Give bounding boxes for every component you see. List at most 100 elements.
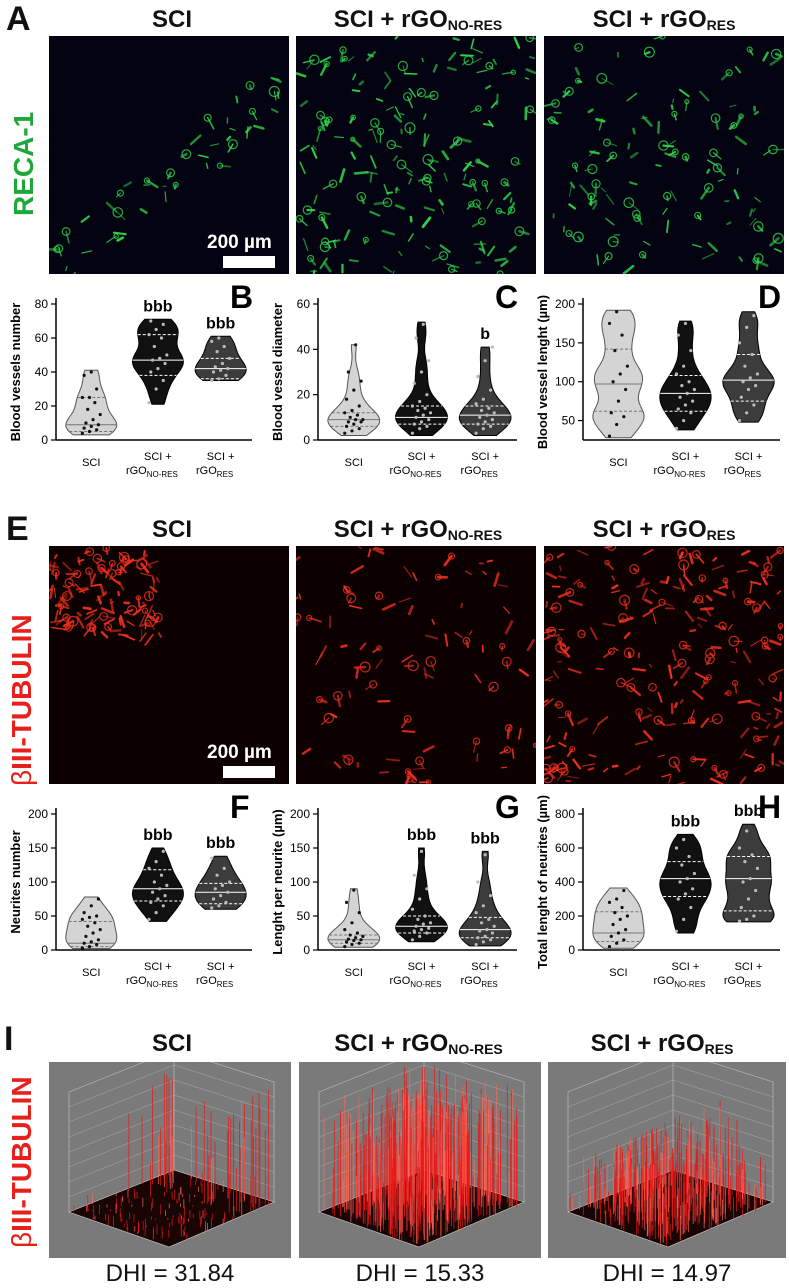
data-point xyxy=(422,923,425,926)
scale-bar xyxy=(223,256,275,268)
data-point xyxy=(147,333,150,336)
data-point xyxy=(689,411,692,414)
stain-feature xyxy=(775,249,781,252)
data-point xyxy=(620,906,623,909)
stain-feature xyxy=(613,766,617,767)
stain-feature xyxy=(649,664,651,667)
stain-feature xyxy=(408,173,412,176)
stain-feature xyxy=(422,58,423,61)
stain-feature xyxy=(469,631,472,635)
data-point xyxy=(95,914,98,917)
data-point xyxy=(162,904,165,907)
stain-feature xyxy=(403,731,414,732)
data-point xyxy=(215,874,218,877)
stain-feature xyxy=(357,668,358,677)
data-point xyxy=(608,945,611,948)
stain-feature xyxy=(409,606,412,613)
stain-feature xyxy=(361,643,366,649)
data-point xyxy=(81,946,84,949)
x-tick-label: SCI + xyxy=(408,451,436,463)
stain-feature xyxy=(54,588,55,597)
stain-feature xyxy=(760,736,767,737)
data-point xyxy=(752,914,755,917)
data-point xyxy=(411,938,414,941)
stain-feature xyxy=(316,653,322,664)
x-tick-label: SCI + xyxy=(471,961,499,973)
stain-feature xyxy=(124,182,131,186)
reca-stain-label: RECA-1 xyxy=(8,112,40,216)
data-point xyxy=(345,901,348,904)
stain-feature xyxy=(670,141,676,144)
stain-feature xyxy=(387,759,399,760)
stain-feature xyxy=(338,696,340,706)
data-point xyxy=(418,935,421,938)
data-point xyxy=(212,897,215,900)
grid-line xyxy=(568,1065,673,1107)
data-point xyxy=(675,427,678,430)
stain-feature xyxy=(391,145,401,148)
stain-feature xyxy=(102,632,107,637)
data-point xyxy=(147,867,150,870)
stain-feature xyxy=(396,189,399,190)
stain-feature xyxy=(578,550,588,555)
stain-feature xyxy=(395,36,397,38)
data-point xyxy=(83,942,86,945)
y-tick-label: 0 xyxy=(41,943,48,957)
data-point xyxy=(350,429,353,432)
stain-feature xyxy=(355,172,367,173)
tubulin-stain-label-e: βIII-TUBULIN xyxy=(6,614,38,786)
grid-line xyxy=(673,1080,773,1112)
data-point xyxy=(86,408,89,411)
stain-feature xyxy=(764,601,770,608)
stain-feature xyxy=(601,188,605,192)
stain-feature xyxy=(662,774,671,776)
col-title-res-a: SCI + rGORES xyxy=(544,6,784,34)
stain-feature xyxy=(750,583,751,592)
stain-feature xyxy=(730,105,736,107)
x-tick-label: SCI xyxy=(345,457,363,469)
data-point xyxy=(745,829,748,832)
data-point xyxy=(491,418,494,421)
x-tick-label: rGORES xyxy=(724,465,761,479)
stain-feature xyxy=(644,550,653,555)
data-point xyxy=(165,884,168,887)
data-point xyxy=(155,387,158,390)
stain-feature xyxy=(334,242,335,248)
stain-feature xyxy=(633,669,644,670)
stain-feature xyxy=(507,662,508,669)
scale-bar-label: 200 µm xyxy=(207,232,272,254)
data-point xyxy=(84,935,87,938)
stain-feature xyxy=(124,635,135,640)
stain-feature xyxy=(350,606,362,609)
stain-feature xyxy=(483,646,484,652)
stain-feature xyxy=(511,198,512,202)
grid-line xyxy=(69,1080,174,1122)
stain-feature xyxy=(78,613,81,616)
data-point xyxy=(610,411,613,414)
stain-feature xyxy=(473,58,481,62)
stain-feature xyxy=(434,65,437,71)
data-point xyxy=(422,413,425,416)
stain-feature xyxy=(107,203,116,212)
stain-feature xyxy=(578,237,581,241)
y-tick-label: 50 xyxy=(297,909,311,923)
data-point xyxy=(356,413,359,416)
data-point xyxy=(153,880,156,883)
x-tick-label: rGONO-RES xyxy=(126,975,178,989)
x-tick-label: SCI + xyxy=(144,451,172,463)
y-tick-label: 400 xyxy=(555,875,575,889)
data-point xyxy=(97,423,100,426)
stain-feature xyxy=(380,772,388,773)
stain-feature xyxy=(375,202,388,204)
stain-feature xyxy=(149,561,157,564)
stain-feature xyxy=(66,267,67,271)
stain-feature xyxy=(413,573,416,580)
y-tick-label: 60 xyxy=(297,297,311,311)
stain-feature xyxy=(375,548,382,550)
data-point xyxy=(689,906,692,909)
data-point xyxy=(97,938,100,941)
stain-feature xyxy=(157,578,159,583)
stain-feature xyxy=(432,620,434,624)
data-point xyxy=(613,911,616,914)
stain-feature xyxy=(755,112,758,114)
